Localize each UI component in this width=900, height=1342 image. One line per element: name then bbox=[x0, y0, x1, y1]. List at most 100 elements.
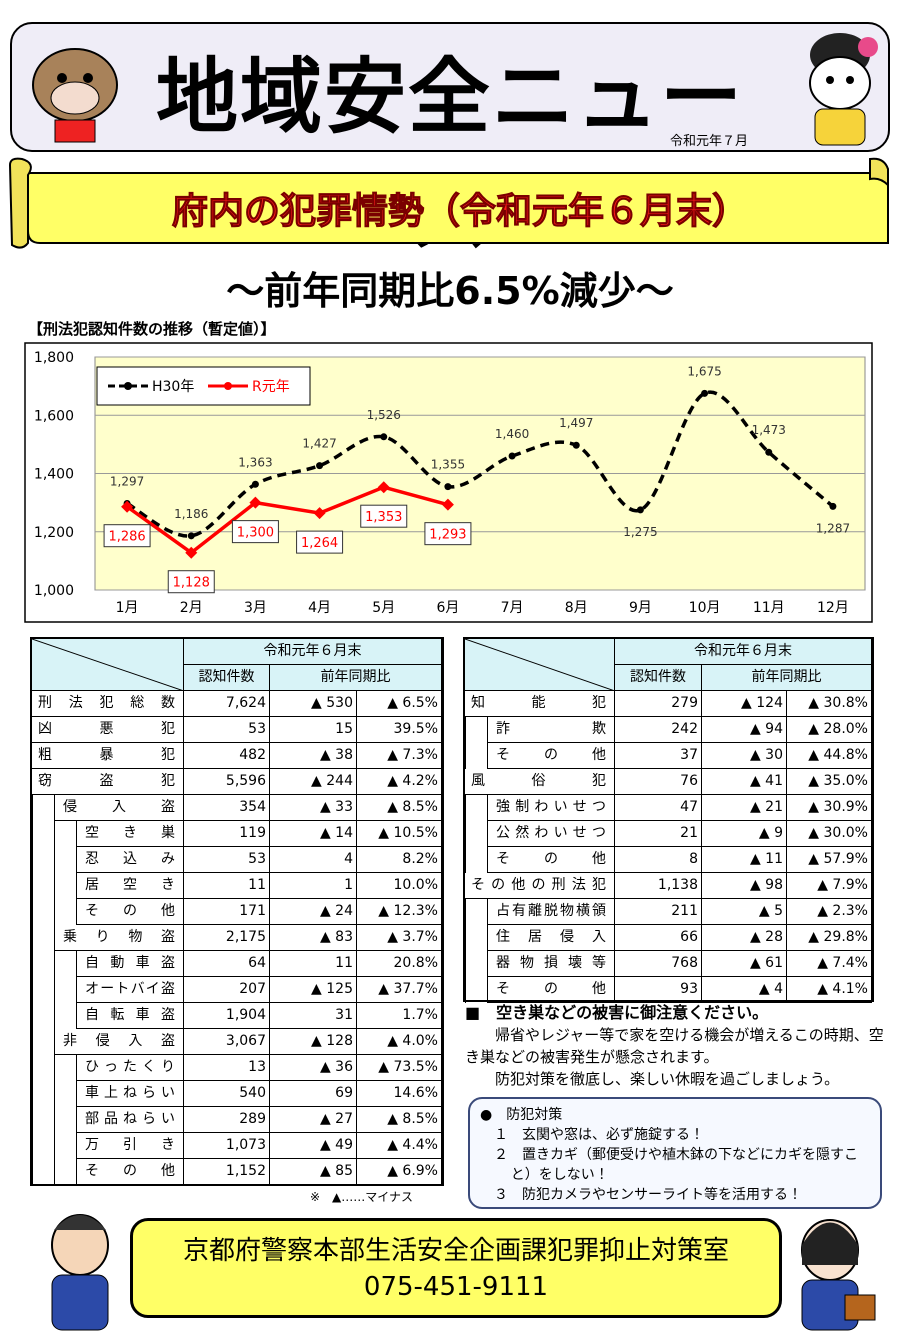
row-value: 39.5% bbox=[357, 717, 442, 743]
row-value: ▲ 83 bbox=[270, 925, 357, 951]
row-value: ▲ 44.8% bbox=[787, 743, 872, 769]
date: 令和元年７月 bbox=[670, 134, 749, 149]
legend-marker bbox=[124, 382, 132, 390]
value-label-box bbox=[296, 530, 344, 554]
row-value: ▲ 30 bbox=[702, 743, 787, 769]
point bbox=[313, 507, 326, 520]
value-label-box bbox=[424, 522, 472, 546]
row-value: 7,624 bbox=[184, 691, 270, 717]
point bbox=[444, 483, 452, 491]
row-value: ▲ 8.5% bbox=[357, 795, 442, 821]
row-label: その他 bbox=[487, 977, 615, 1003]
row-value: ▲ 35.0% bbox=[787, 769, 872, 795]
row-value: ▲ 73.5% bbox=[357, 1055, 442, 1081]
row-value: ▲ 12.3% bbox=[357, 899, 442, 925]
series-line bbox=[126, 485, 449, 555]
row-label: 万引き bbox=[76, 1133, 184, 1159]
point bbox=[377, 481, 390, 494]
row-value: ▲ 36 bbox=[270, 1055, 357, 1081]
y-tick-label: 1,600 bbox=[34, 408, 74, 424]
row-value: 1,904 bbox=[184, 1003, 270, 1029]
row-value: ▲ 30.0% bbox=[787, 821, 872, 847]
phone: 075-451-9111 bbox=[363, 1272, 549, 1302]
value-label: 1,473 bbox=[752, 423, 786, 437]
office: 京都府警察本部生活安全企画課犯罪抑止対策室 bbox=[182, 1236, 729, 1266]
value-label: 1,353 bbox=[365, 510, 402, 525]
row-value: ▲ 61 bbox=[702, 951, 787, 977]
point bbox=[508, 452, 516, 460]
row-value: 5,596 bbox=[184, 769, 270, 795]
point bbox=[572, 441, 580, 449]
header-diagonal bbox=[465, 639, 615, 691]
notice-text: 帰省やレジャー等で家を空ける機会が増えるこの時期、空き巣などの被害発生が懸念され… bbox=[465, 1026, 884, 1066]
row-value: ▲ 6.9% bbox=[357, 1159, 442, 1185]
row-value: 11 bbox=[184, 873, 270, 899]
value-label-box bbox=[103, 524, 151, 548]
row-value: 8 bbox=[615, 847, 702, 873]
row-label: その他 bbox=[487, 847, 615, 873]
tips-heading: ● 防犯対策 bbox=[480, 1107, 563, 1123]
row-value: ▲ 4.0% bbox=[357, 1029, 442, 1055]
row-value: ▲ 128 bbox=[270, 1029, 357, 1055]
group-line bbox=[465, 717, 466, 769]
value-label: 1,355 bbox=[431, 458, 465, 472]
row-value: 76 bbox=[615, 769, 702, 795]
row-value: ▲ 27 bbox=[270, 1107, 357, 1133]
tips-box: ● 防犯対策 １ 玄関や窓は、必ず施錠する！ ２ 置きカギ（郵便受けや植木鉢の下… bbox=[468, 1097, 882, 1209]
footer-box: 京都府警察本部生活安全企画課犯罪抑止対策室 075-451-9111 bbox=[130, 1218, 782, 1318]
row-value: 47 bbox=[615, 795, 702, 821]
row-value: 3,067 bbox=[184, 1029, 270, 1055]
row-value: ▲ 125 bbox=[270, 977, 357, 1003]
legend-label: H30年 bbox=[152, 379, 194, 395]
point bbox=[636, 506, 644, 514]
value-label: 1,287 bbox=[816, 521, 850, 535]
row-label: その他 bbox=[487, 743, 615, 769]
point bbox=[829, 502, 837, 510]
row-value: ▲ 7.4% bbox=[787, 951, 872, 977]
row-value: ▲ 7.9% bbox=[787, 873, 872, 899]
banner-text: 府内の犯罪情勢（令和元年６月末） bbox=[172, 191, 748, 232]
table-note: ※ ▲……マイナス bbox=[310, 1190, 414, 1204]
row-label: 占有離脱物横領 bbox=[487, 899, 615, 925]
row-label: 居空き bbox=[76, 873, 184, 899]
group-line bbox=[32, 795, 33, 1185]
row-label: 忍込み bbox=[76, 847, 184, 873]
row-value: 768 bbox=[615, 951, 702, 977]
row-label: 侵入盗 bbox=[54, 795, 184, 821]
value-label-box bbox=[360, 504, 408, 528]
row-value: ▲ 4 bbox=[702, 977, 787, 1003]
row-value: 66 bbox=[615, 925, 702, 951]
row-value: 15 bbox=[270, 717, 357, 743]
y-tick-label: 1,200 bbox=[34, 525, 74, 541]
row-label: 空き巣 bbox=[76, 821, 184, 847]
row-value: ▲ 29.8% bbox=[787, 925, 872, 951]
row-label: 強制わいせつ bbox=[487, 795, 615, 821]
row-value: 1,152 bbox=[184, 1159, 270, 1185]
row-value: ▲ 5 bbox=[702, 899, 787, 925]
point bbox=[251, 480, 259, 488]
row-label: 部品ねらい bbox=[76, 1107, 184, 1133]
value-label: 1,460 bbox=[495, 427, 529, 441]
row-value: ▲ 124 bbox=[702, 691, 787, 717]
mascot-left bbox=[32, 48, 118, 143]
point bbox=[441, 498, 454, 511]
notice-heading: ■ 空き巣などの被害に御注意ください。 bbox=[465, 1003, 769, 1022]
row-value: 2,175 bbox=[184, 925, 270, 951]
row-value: ▲ 30.8% bbox=[787, 691, 872, 717]
row-label: オートバイ盗 bbox=[76, 977, 184, 1003]
group-line bbox=[54, 821, 55, 926]
x-tick-label: 2月 bbox=[180, 600, 203, 616]
point bbox=[121, 500, 134, 513]
row-label: 知能犯 bbox=[465, 691, 615, 717]
value-label-box bbox=[167, 570, 215, 594]
row-value: 1 bbox=[270, 873, 357, 899]
row-value: 119 bbox=[184, 821, 270, 847]
row-value: 13 bbox=[184, 1055, 270, 1081]
row-value: ▲ 10.5% bbox=[357, 821, 442, 847]
row-value: ▲ 49 bbox=[270, 1133, 357, 1159]
header-compare: 前年同期比 bbox=[702, 665, 872, 691]
row-value: 37 bbox=[615, 743, 702, 769]
value-label: 1,363 bbox=[238, 455, 272, 469]
banner: 府内の犯罪情勢（令和元年６月末） bbox=[8, 157, 889, 249]
row-value: ▲ 98 bbox=[702, 873, 787, 899]
